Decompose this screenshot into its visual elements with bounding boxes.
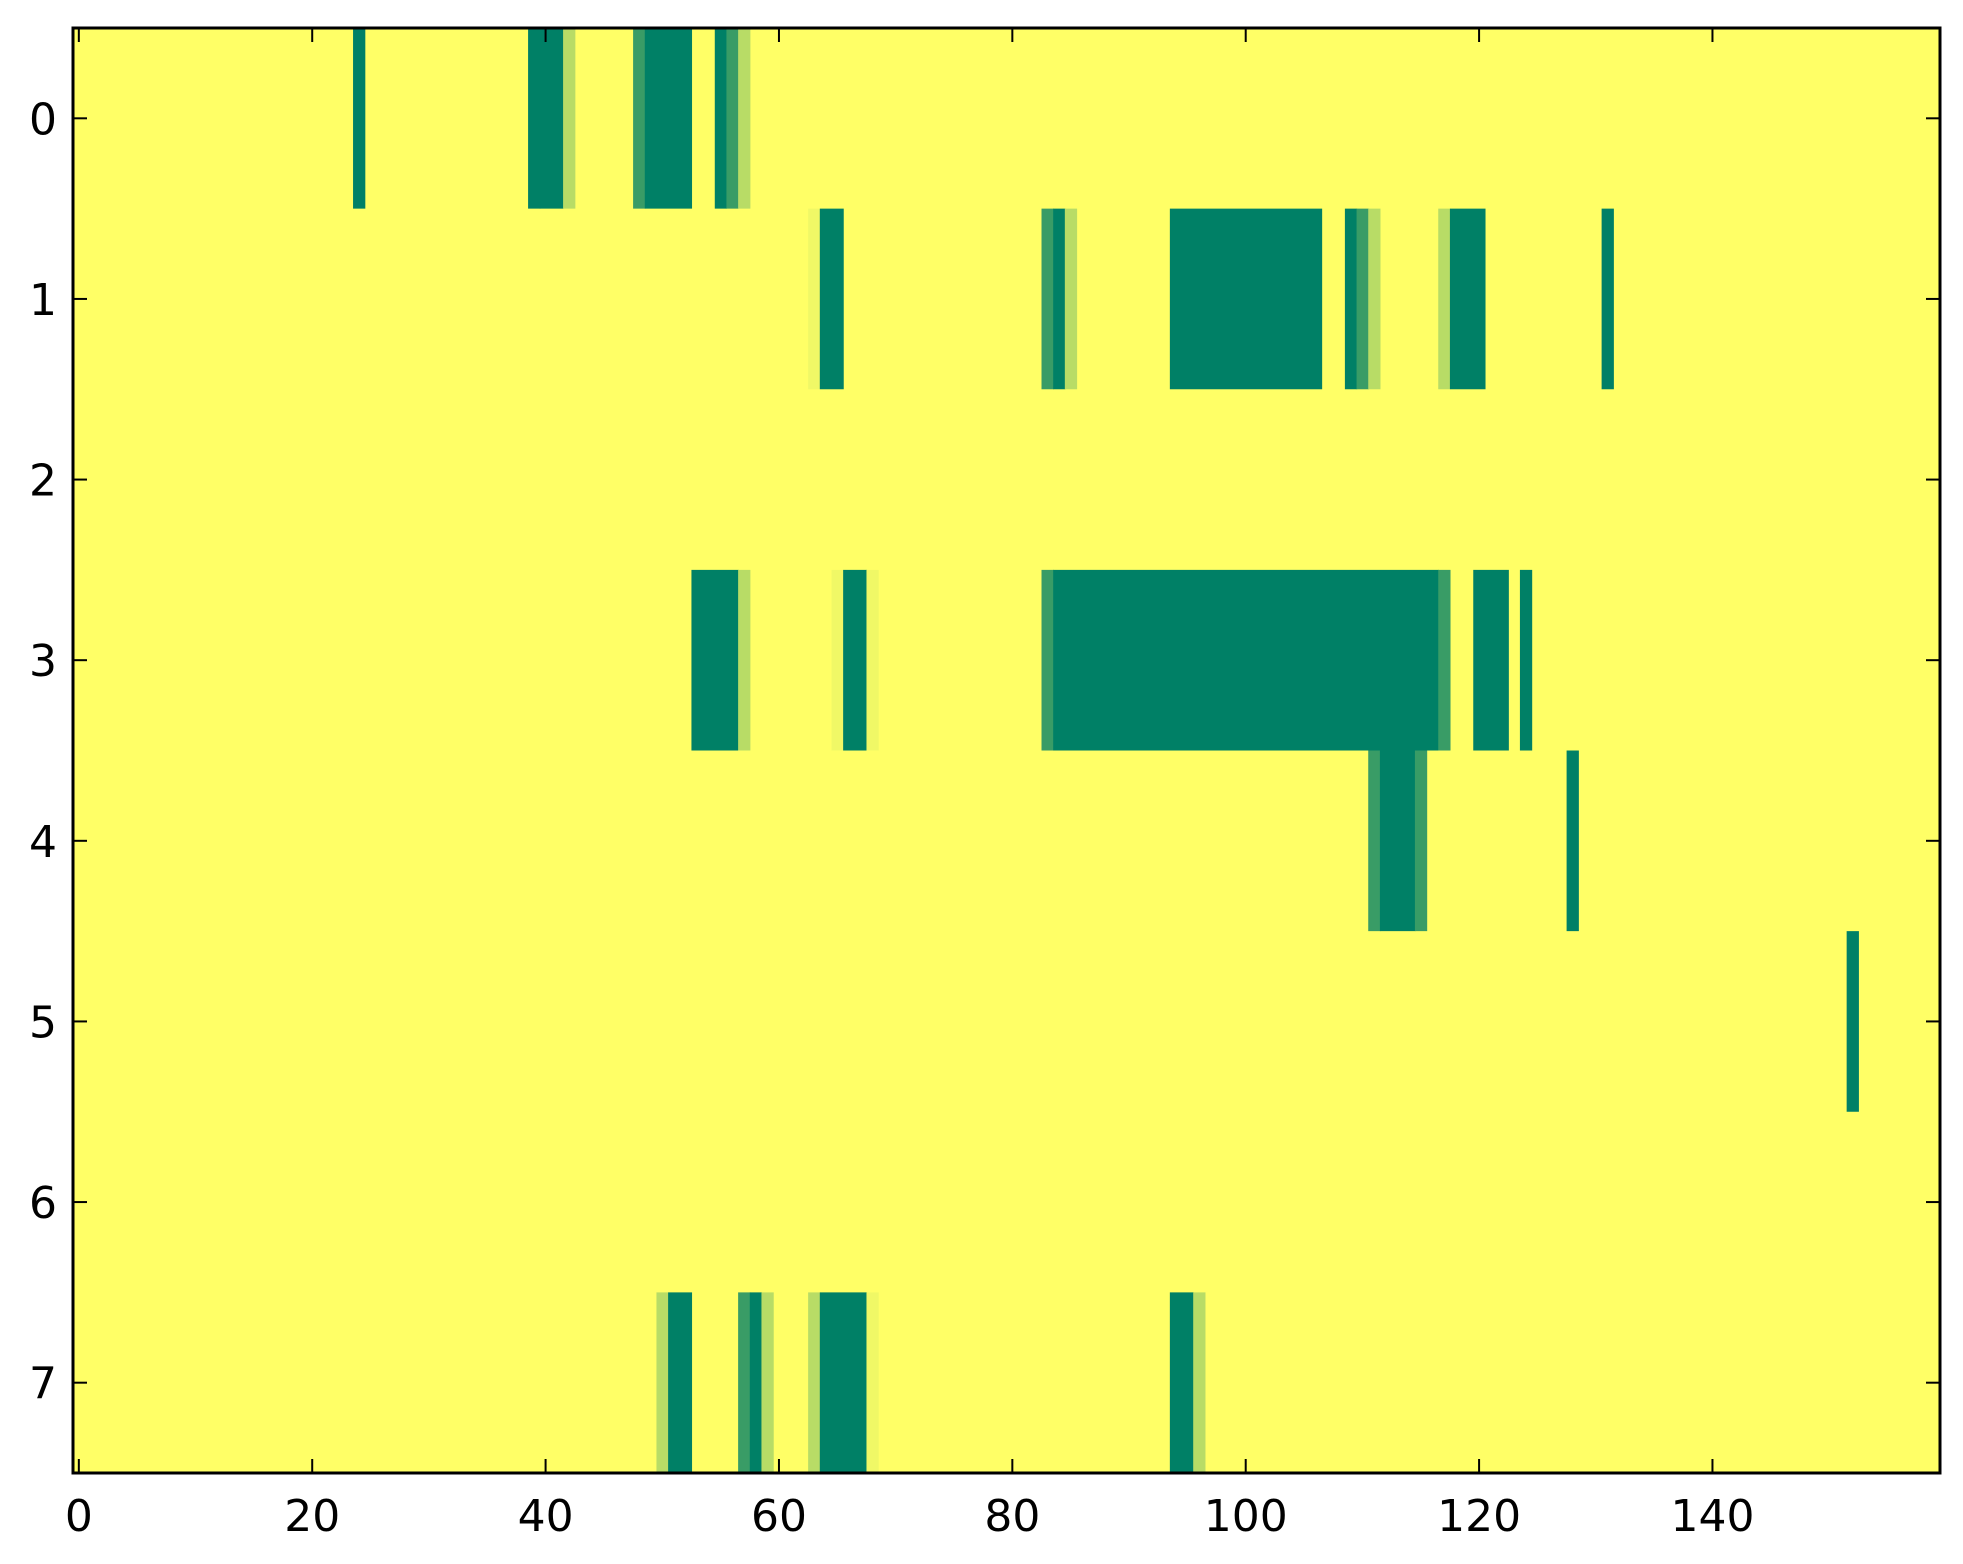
heatmap-cell — [1566, 750, 1579, 932]
heatmap-cell — [714, 28, 728, 209]
heatmap-cell — [1053, 208, 1066, 390]
heatmap-cell — [1169, 208, 1323, 390]
axes-frame — [71, 26, 1942, 1475]
heatmap-cell — [866, 569, 879, 751]
heatmap-cell — [1601, 208, 1614, 390]
heatmap-cell — [808, 1292, 821, 1474]
heatmap-cell — [726, 28, 739, 209]
heatmap-cell — [1414, 750, 1428, 932]
x-tick-label: 60 — [751, 1491, 807, 1542]
heatmap-cell — [539, 28, 564, 209]
x-tick-label: 100 — [1204, 1491, 1288, 1542]
y-axis: 0 1 2 3 4 5 6 7 — [29, 94, 1940, 1410]
y-tick-label: 7 — [29, 1359, 57, 1410]
heatmap-cell — [1473, 569, 1509, 751]
heatmap-cell — [1169, 1292, 1194, 1474]
heatmap-cell — [1379, 750, 1416, 932]
heatmap-background — [73, 28, 1940, 1473]
heatmap-cell — [749, 1292, 763, 1474]
heatmap-cell — [1438, 569, 1451, 751]
x-tick-label: 20 — [284, 1491, 340, 1542]
x-tick-label: 120 — [1437, 1491, 1521, 1542]
heatmap-cell — [738, 28, 751, 209]
heatmap-cell — [761, 1292, 774, 1474]
heatmap-cell — [1193, 1292, 1206, 1474]
y-tick-label: 3 — [29, 636, 57, 687]
y-tick-label: 2 — [29, 456, 57, 507]
heatmap-cell — [819, 1292, 868, 1474]
heatmap-cell — [1519, 569, 1533, 751]
x-tick-label: 80 — [984, 1491, 1040, 1542]
heatmap-cell — [843, 569, 868, 751]
heatmap-cells — [353, 28, 1859, 1474]
heatmap-cell — [656, 1292, 669, 1474]
y-tick-label: 1 — [29, 275, 57, 326]
heatmap-cell — [808, 208, 821, 390]
heatmap-cell — [644, 28, 693, 209]
heatmap-cell — [1449, 208, 1486, 390]
heatmap-cell — [691, 569, 739, 751]
heatmap-cell — [1041, 569, 1054, 751]
x-axis: 0 20 40 60 80 100 120 140 — [65, 28, 1754, 1542]
heatmap-cell — [1368, 208, 1381, 390]
y-tick-label: 6 — [29, 1178, 57, 1229]
heatmap-cell — [1344, 208, 1358, 390]
heatmap-cell — [866, 1292, 879, 1474]
heatmap-cell — [1368, 750, 1381, 932]
x-tick-label: 0 — [65, 1491, 93, 1542]
heatmap-cell — [1053, 569, 1439, 751]
heatmap-cell — [1064, 208, 1078, 390]
y-tick-label: 5 — [29, 997, 57, 1048]
heatmap-cell — [528, 28, 541, 209]
heatmap-cell — [738, 1292, 751, 1474]
x-tick-label: 140 — [1670, 1491, 1754, 1542]
heatmap-cell — [1438, 208, 1451, 390]
x-tick-label: 40 — [518, 1491, 574, 1542]
heatmap-cell — [668, 1292, 693, 1474]
heatmap-cell — [831, 569, 844, 751]
heatmap-cell — [633, 28, 646, 209]
heatmap-cell — [738, 569, 751, 751]
heatmap-cell — [1846, 931, 1859, 1112]
plot-area — [71, 26, 1942, 1475]
heatmap-cell — [1041, 208, 1054, 390]
heatmap-cell — [819, 208, 844, 390]
heatmap-cell — [1356, 208, 1369, 390]
heatmap-cell — [563, 28, 576, 209]
heatmap-cell — [353, 28, 366, 209]
y-tick-label: 0 — [29, 94, 57, 145]
y-tick-label: 4 — [29, 817, 57, 868]
